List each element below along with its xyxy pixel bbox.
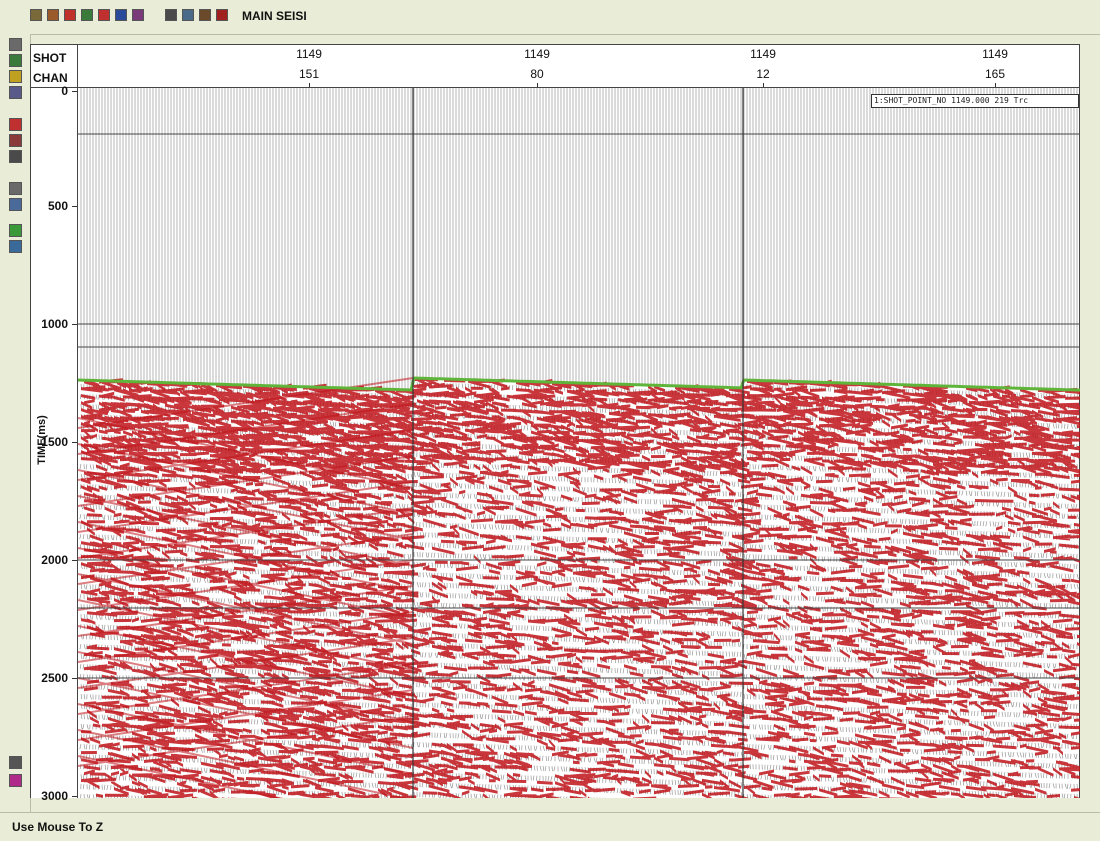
channel-number: 80 — [530, 67, 544, 81]
time-tick-label: 500 — [47, 199, 68, 213]
flag-icon[interactable] — [98, 9, 110, 21]
pointer-icon[interactable] — [9, 756, 22, 769]
trace-fills — [81, 378, 1080, 798]
shot-number: 1149 — [296, 47, 322, 61]
filter-icon[interactable] — [165, 9, 177, 21]
trace-icon[interactable] — [30, 9, 42, 21]
image-icon[interactable] — [115, 9, 127, 21]
toolbar: MAIN SEISI — [0, 0, 1100, 35]
shot-label: SHOT — [33, 51, 67, 65]
shot-number: 1149 — [750, 47, 776, 61]
status-text: Use Mouse To Z — [12, 820, 104, 834]
grid-icon[interactable] — [132, 9, 144, 21]
header-divider — [77, 45, 78, 87]
mute-icon[interactable] — [9, 118, 22, 131]
seismic-traces[interactable] — [78, 88, 1080, 798]
stop-icon[interactable] — [216, 9, 228, 21]
status-bar: Use Mouse To Z — [0, 812, 1100, 841]
time-tick-label: 2000 — [41, 553, 68, 567]
time-tick-label: 0 — [61, 84, 68, 98]
shot-number: 1149 — [982, 47, 1008, 61]
header-tick — [763, 83, 764, 87]
header-tick — [309, 83, 310, 87]
window-title: MAIN SEISI — [242, 9, 307, 23]
close-icon[interactable] — [9, 774, 22, 787]
process-icon[interactable] — [182, 9, 194, 21]
scale-icon[interactable] — [9, 86, 22, 99]
y-axis-label: TIME(ms) — [36, 415, 48, 465]
sidebar — [0, 34, 31, 812]
chart-icon[interactable] — [81, 9, 93, 21]
header-icon[interactable] — [9, 182, 22, 195]
channel-number: 165 — [984, 67, 1006, 81]
time-tick-mark — [72, 442, 77, 443]
trace-header-band: SHOT CHAN 1149 151 1149 80 1149 12 1149 165 — [30, 44, 1080, 88]
time-tick-mark — [72, 206, 77, 207]
pick-icon[interactable] — [199, 9, 211, 21]
time-tick-label: 1000 — [41, 317, 68, 331]
time-tick-label: 3000 — [41, 789, 68, 803]
trace-info-box: 1:SHOT_POINT_NO 1149.000 219 Trc — [871, 94, 1079, 108]
time-tick-mark — [72, 560, 77, 561]
time-tick-mark — [72, 91, 77, 92]
header-tick — [537, 83, 538, 87]
pan-icon[interactable] — [9, 54, 22, 67]
traces-icon[interactable] — [9, 150, 22, 163]
help-icon[interactable] — [9, 198, 22, 211]
seismic-display[interactable]: 1:SHOT_POINT_NO 1149.000 219 Trc — [78, 88, 1080, 798]
color-display-icon[interactable] — [64, 9, 76, 21]
zoom-icon[interactable] — [9, 38, 22, 51]
shot-number: 1149 — [524, 47, 550, 61]
wiggle-icon[interactable] — [47, 9, 59, 21]
first-break-line — [78, 376, 1080, 392]
channel-number: 151 — [298, 67, 320, 81]
settings-icon[interactable] — [9, 240, 22, 253]
time-axis: 0 500 1000 1500 2000 2500 3000 — [30, 84, 78, 803]
green-toggle-icon[interactable] — [9, 224, 22, 237]
time-tick-mark — [72, 324, 77, 325]
time-tick-label: 2500 — [41, 671, 68, 685]
gain-icon[interactable] — [9, 134, 22, 147]
time-tick-mark — [72, 678, 77, 679]
channel-number: 12 — [756, 67, 770, 81]
header-tick — [995, 83, 996, 87]
time-tick-label: 1500 — [41, 435, 68, 449]
time-tick-mark — [72, 796, 77, 797]
linear-noise — [78, 377, 414, 798]
palette-icon[interactable] — [9, 70, 22, 83]
chan-label: CHAN — [33, 71, 68, 85]
